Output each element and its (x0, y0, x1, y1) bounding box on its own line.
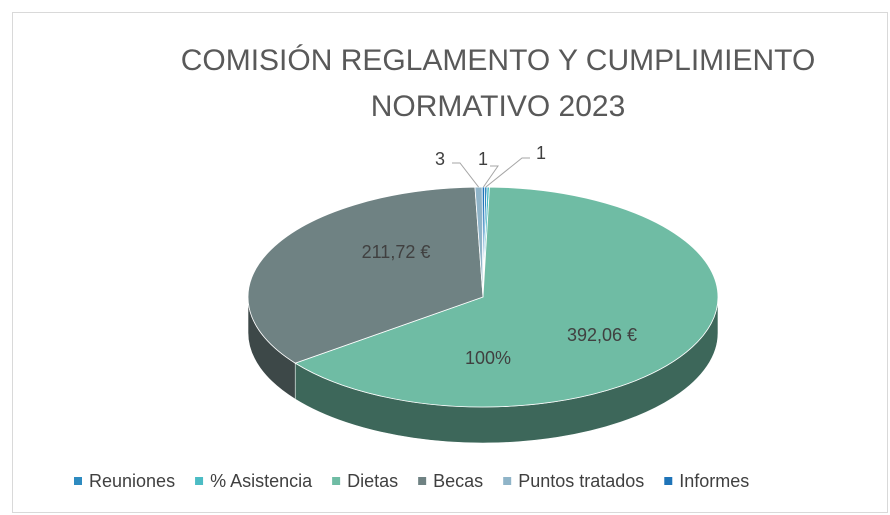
data-label: 211,72 € (362, 242, 431, 262)
leader-line (483, 165, 499, 188)
legend-swatch (332, 477, 341, 485)
leader-line (485, 157, 530, 188)
data-label: 392,06 € (567, 325, 637, 345)
chart-frame (12, 12, 888, 513)
data-label: 100% (465, 348, 511, 368)
data-label: 1 (478, 149, 488, 169)
legend-label: Informes (679, 471, 749, 491)
legend-swatch (74, 477, 82, 485)
data-label: 1 (536, 143, 546, 163)
legend-swatch (195, 477, 204, 485)
legend-label: Puntos tratados (518, 471, 644, 491)
data-label: 3 (435, 149, 445, 169)
pie-slice (294, 186, 719, 408)
legend-label: Reuniones (89, 471, 175, 491)
legend-swatch (664, 477, 673, 485)
leader-line (452, 162, 479, 188)
pie-slice (481, 186, 486, 298)
legend-label: Dietas (347, 471, 398, 491)
legend-label: Becas (433, 471, 483, 491)
legend-swatch (503, 477, 512, 485)
pie-slice (247, 186, 484, 364)
chart-title: COMISIÓN REGLAMENTO Y CUMPLIMIENTO NORMA… (180, 44, 816, 123)
legend-label: % Asistencia (210, 471, 313, 491)
legend-swatch (418, 477, 427, 485)
